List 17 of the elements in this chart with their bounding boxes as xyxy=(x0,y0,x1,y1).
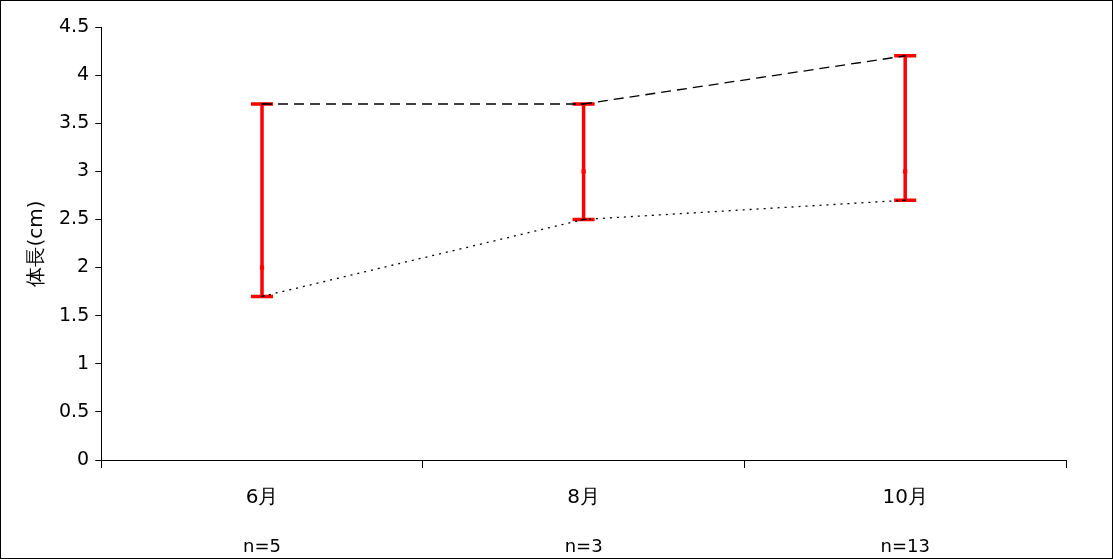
text: n=13 xyxy=(880,534,930,556)
x-tick-label: 8月 xyxy=(567,484,600,509)
y-tick-label: 2.5 xyxy=(59,206,90,229)
y-tick-label: 4 xyxy=(77,62,90,85)
y-tick-label: 3.5 xyxy=(59,110,90,133)
y-tick-label: 1 xyxy=(77,350,90,373)
y-tick-label: 0.5 xyxy=(59,398,90,421)
x-tick-label: 6月 xyxy=(245,484,279,509)
y-axis-title: 体長(cm) xyxy=(23,200,48,287)
text: n=3 xyxy=(564,534,603,556)
y-tick-label: 0 xyxy=(77,446,90,469)
y-tick-label: 4.5 xyxy=(59,13,90,36)
y-tick-label: 3 xyxy=(77,158,90,181)
y-tick-label: 1.5 xyxy=(59,302,90,325)
y-tick-label: 2 xyxy=(77,254,90,277)
text: n=5 xyxy=(243,534,281,556)
x-tick-label: 10月 xyxy=(882,484,928,509)
